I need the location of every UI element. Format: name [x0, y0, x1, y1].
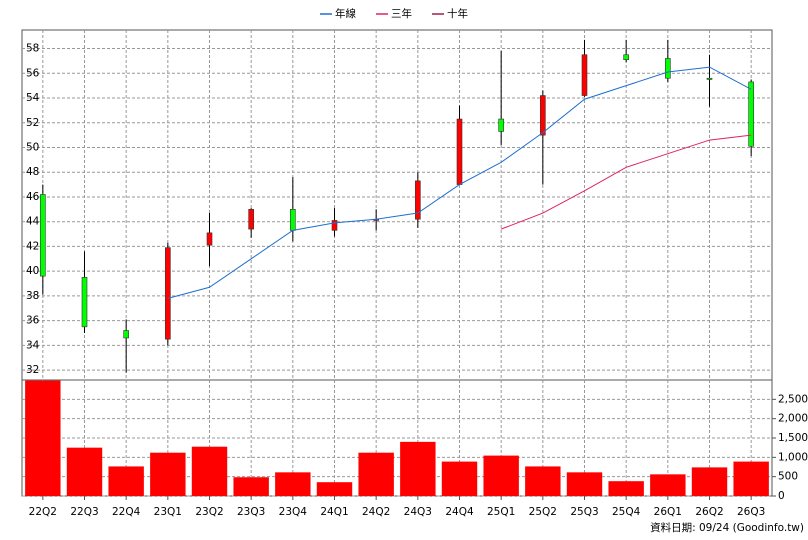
- y2-tick-label: 1,000: [778, 451, 808, 463]
- legend-label: 十年: [447, 7, 468, 20]
- volume-bar: [608, 481, 644, 496]
- plot-frame: [21, 29, 773, 497]
- x-tick-label: 26Q2: [695, 506, 723, 518]
- candle-body: [248, 209, 254, 230]
- x-tick-label: 24Q1: [320, 506, 348, 518]
- candle-body: [81, 277, 88, 328]
- y2-tick-label: 1,500: [778, 432, 808, 444]
- y-tick-label: 42: [26, 240, 39, 252]
- x-tick-label: 25Q3: [570, 506, 598, 518]
- candle-body: [748, 81, 754, 147]
- volume-bar: [316, 482, 353, 496]
- candle-body: [581, 54, 588, 96]
- y2-tick-label: 500: [778, 471, 798, 483]
- volume-bar: [483, 455, 519, 496]
- x-tick-label: 22Q2: [29, 506, 57, 518]
- x-tick-label: 23Q2: [195, 506, 223, 518]
- candle-body: [498, 118, 504, 132]
- y-tick-label: 34: [26, 339, 40, 351]
- y2-tick-label: 0: [778, 490, 785, 502]
- x-tick-label: 25Q2: [529, 506, 557, 518]
- candle-body: [123, 330, 129, 339]
- y2-tick-label: 2,000: [778, 413, 808, 425]
- y2-tick-label: 2,500: [778, 393, 808, 405]
- volume-bar: [66, 447, 103, 496]
- y-tick-label: 50: [26, 141, 39, 153]
- line-series: [167, 66, 752, 299]
- y-tick-label: 58: [26, 43, 39, 55]
- y-tick-label: 38: [26, 290, 39, 302]
- y-tick-label: 56: [26, 67, 40, 79]
- volume-bar: [25, 380, 61, 496]
- x-tick-label: 23Q1: [154, 506, 182, 518]
- y-tick-label: 40: [26, 265, 39, 277]
- y-tick-label: 52: [26, 117, 39, 129]
- candle-body: [415, 180, 421, 220]
- candle-body: [290, 209, 296, 231]
- volume-bar: [733, 461, 769, 496]
- candle-body: [623, 54, 629, 60]
- volume-bar: [233, 477, 269, 496]
- y-tick-label: 36: [26, 315, 40, 327]
- x-tick-label: 23Q4: [279, 506, 308, 518]
- candle-body: [206, 232, 213, 246]
- x-tick-label: 26Q3: [737, 506, 765, 518]
- volume-bar: [150, 452, 186, 496]
- y-tick-label: 44: [26, 216, 40, 228]
- volume-bar: [691, 467, 728, 496]
- y-tick-label: 32: [26, 364, 39, 376]
- x-tick-label: 25Q1: [487, 506, 515, 518]
- candle-body: [540, 95, 546, 136]
- candle-body: [706, 77, 713, 80]
- y-tick-label: 54: [26, 92, 40, 104]
- candle-body: [40, 194, 46, 277]
- volume-bar: [191, 446, 228, 496]
- volume-bar: [275, 472, 311, 496]
- volume-bar: [566, 472, 603, 496]
- x-tick-label: 24Q4: [445, 506, 474, 518]
- volume-bar: [108, 466, 144, 496]
- volume-bar: [441, 461, 478, 496]
- x-tick-label: 26Q1: [654, 506, 682, 518]
- footer: 資料日期: 09/24 (Goodinfo.tw): [650, 521, 804, 534]
- volume-bar: [525, 466, 561, 496]
- legend-label: 三年: [391, 7, 412, 20]
- line-series: [500, 134, 752, 230]
- volume-bar: [650, 474, 686, 496]
- candle-body: [165, 247, 171, 340]
- legend-label: 年線: [335, 7, 356, 20]
- volume-bar: [400, 441, 436, 496]
- x-tick-label: 23Q3: [237, 506, 265, 518]
- x-tick-label: 24Q2: [362, 506, 390, 518]
- x-tick-label: 22Q4: [112, 506, 141, 518]
- volume-bar: [358, 452, 394, 496]
- x-tick-label: 24Q3: [404, 506, 432, 518]
- y-tick-label: 48: [26, 166, 39, 178]
- x-tick-label: 22Q3: [70, 506, 98, 518]
- candle-body: [456, 118, 463, 185]
- x-tick-label: 25Q4: [612, 506, 641, 518]
- candle-body: [331, 220, 338, 231]
- candle-body: [665, 58, 671, 79]
- y-tick-label: 46: [26, 191, 40, 203]
